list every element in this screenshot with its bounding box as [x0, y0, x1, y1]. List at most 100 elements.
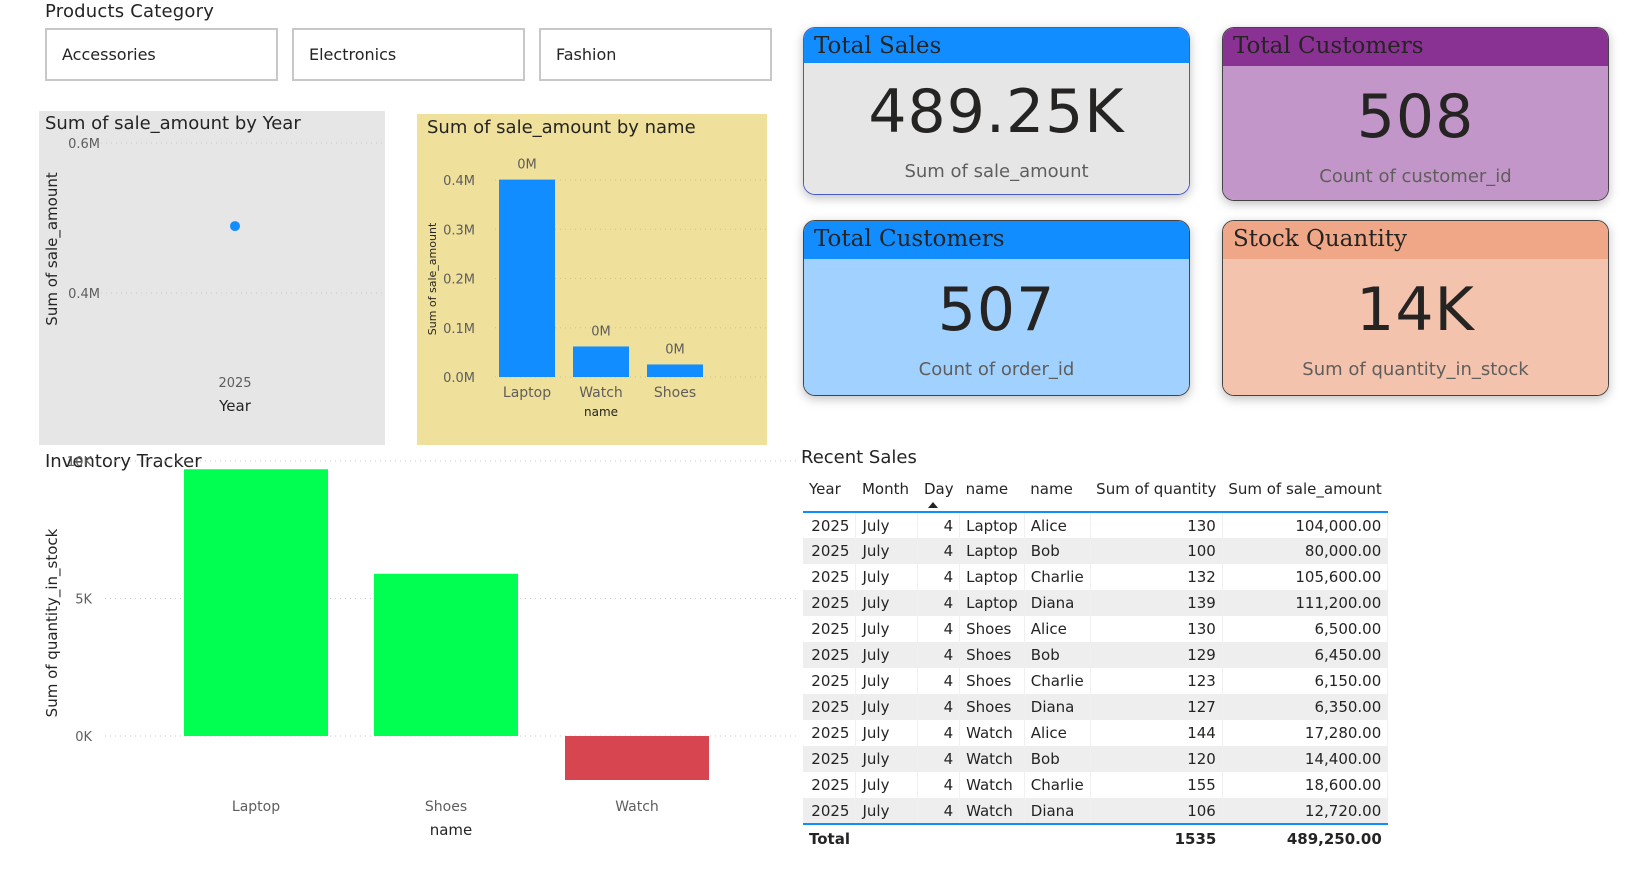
column-header-customer-name[interactable]: name: [1024, 474, 1091, 513]
cell-customer: Diana: [1024, 694, 1091, 720]
cell-month: July: [855, 720, 919, 746]
cell-quantity: 129: [1090, 642, 1223, 668]
kpi-card-title: Total Customers: [804, 221, 1189, 259]
kpi-card-value: 508: [1356, 82, 1475, 152]
table-row[interactable]: 2025 July 4 Watch Alice 144 17,280.00: [803, 720, 1389, 746]
column-header-sum-quantity[interactable]: Sum of quantity: [1090, 474, 1223, 513]
kpi-card-total-customers[interactable]: Total Customers 508 Count of customer_id: [1222, 27, 1609, 201]
column-header-year[interactable]: Year: [803, 474, 856, 513]
cell-day: 4: [917, 616, 961, 642]
total-label: Total: [803, 823, 856, 852]
slicer-option-electronics[interactable]: Electronics: [292, 28, 525, 81]
cell-customer: Charlie: [1024, 772, 1091, 798]
slicer-option-fashion[interactable]: Fashion: [539, 28, 772, 81]
cell-quantity: 144: [1090, 720, 1223, 746]
table-row[interactable]: 2025 July 4 Watch Diana 106 12,720.00: [803, 798, 1389, 824]
cell-product: Laptop: [959, 590, 1025, 616]
cell-day: 4: [917, 746, 961, 772]
x-tick-label: Watch: [579, 385, 623, 401]
kpi-card-title: Total Sales: [804, 28, 1189, 63]
total-empty-cell: [855, 823, 918, 852]
bar-watch: [573, 346, 629, 377]
cell-day: 4: [917, 512, 961, 538]
cell-month: July: [855, 590, 919, 616]
cell-product: Watch: [959, 772, 1025, 798]
table-row[interactable]: 2025 July 4 Laptop Charlie 132 105,600.00: [803, 564, 1389, 590]
x-tick-label: Laptop: [232, 799, 280, 815]
cell-sale-amount: 6,150.00: [1222, 668, 1389, 694]
cell-product: Shoes: [959, 616, 1025, 642]
cell-day: 4: [917, 564, 961, 590]
kpi-card-value: 489.25K: [868, 77, 1125, 147]
table-header-row: Year Month Day name name Sum of quantity…: [803, 474, 1388, 513]
table-row[interactable]: 2025 July 4 Shoes Bob 129 6,450.00: [803, 642, 1389, 668]
sale-amount-by-name-chart[interactable]: Sum of sale_amount by name 0.0M 0.1M 0.2M 0…: [417, 114, 767, 446]
bar-shoes: [647, 364, 703, 377]
cell-product: Shoes: [959, 694, 1025, 720]
recent-sales-table: Year Month Day name name Sum of quantity…: [803, 474, 1389, 852]
kpi-card-label: Count of order_id: [918, 359, 1075, 380]
x-axis-title: Year: [218, 397, 252, 415]
y-axis-title: Sum of sale_amount: [43, 172, 62, 326]
cell-day: 4: [917, 798, 961, 824]
y-axis-title: Sum of sale_amount: [426, 222, 439, 335]
cell-day: 4: [917, 772, 961, 798]
cell-year: 2025: [803, 616, 857, 642]
table-row[interactable]: 2025 July 4 Shoes Alice 130 6,500.00: [803, 616, 1389, 642]
name-chart-plot: 0.0M 0.1M 0.2M 0.3M 0.4M 0M Laptop 0M Watch 0M Sho…: [426, 158, 767, 419]
table-row[interactable]: 2025 July 4 Watch Bob 120 14,400.00: [803, 746, 1389, 772]
inventory-tracker-chart[interactable]: Inventory Tracker 0K 5K 10K Laptop Shoes Watc…: [39, 445, 799, 885]
cell-month: July: [855, 772, 919, 798]
slicer-option-accessories[interactable]: Accessories: [45, 28, 278, 81]
table-row[interactable]: 2025 July 4 Laptop Diana 139 111,200.00: [803, 590, 1389, 616]
table-row[interactable]: 2025 July 4 Laptop Bob 100 80,000.00: [803, 538, 1389, 564]
sale-amount-by-year-chart[interactable]: Sum of sale_amount by Year 0.6M 0.4M 2025 Y…: [39, 111, 385, 445]
cell-sale-amount: 105,600.00: [1222, 564, 1389, 590]
y-tick-label: 5K: [75, 593, 92, 608]
y-tick-label: 10K: [67, 455, 93, 470]
table-row[interactable]: 2025 July 4 Laptop Alice 130 104,000.00: [803, 512, 1389, 538]
column-header-month[interactable]: Month: [855, 474, 918, 513]
y-tick-label: 0.0M: [443, 371, 475, 386]
kpi-card-stock-quantity[interactable]: Stock Quantity 14K Sum of quantity_in_st…: [1222, 220, 1609, 396]
cell-quantity: 155: [1090, 772, 1223, 798]
column-header-day[interactable]: Day: [917, 474, 960, 513]
kpi-card-order-count[interactable]: Total Customers 507 Count of order_id: [803, 220, 1190, 396]
bar-laptop: [184, 469, 328, 736]
x-tick-label: Laptop: [503, 385, 551, 401]
column-header-day-label: Day: [923, 480, 954, 498]
y-axis-title: Sum of quantity_in_stock: [43, 528, 62, 717]
year-chart-plot: 0.6M 0.4M 2025 Year Sum of sale_amount: [43, 137, 385, 415]
total-quantity: 1535: [1090, 823, 1223, 852]
cell-day: 4: [917, 642, 961, 668]
cell-year: 2025: [803, 512, 857, 538]
y-tick-label: 0.4M: [68, 287, 100, 302]
table-row[interactable]: 2025 July 4 Shoes Diana 127 6,350.00: [803, 694, 1389, 720]
cell-sale-amount: 14,400.00: [1222, 746, 1389, 772]
y-tick-label: 0.6M: [68, 137, 100, 152]
cell-product: Watch: [959, 746, 1025, 772]
cell-product: Laptop: [959, 512, 1025, 538]
table-row[interactable]: 2025 July 4 Watch Charlie 155 18,600.00: [803, 772, 1389, 798]
column-header-product-name[interactable]: name: [959, 474, 1025, 513]
total-empty-cell: [959, 823, 1025, 852]
y-tick-label: 0.4M: [443, 174, 475, 189]
kpi-card-body: 489.25K Sum of sale_amount: [804, 63, 1189, 194]
kpi-card-label: Count of customer_id: [1319, 166, 1512, 187]
column-header-sum-sale-amount[interactable]: Sum of sale_amount: [1222, 474, 1388, 513]
chart-title: Sum of sale_amount by name: [427, 117, 696, 138]
cell-sale-amount: 18,600.00: [1222, 772, 1389, 798]
kpi-card-total-sales[interactable]: Total Sales 489.25K Sum of sale_amount: [803, 27, 1190, 195]
cell-customer: Alice: [1024, 616, 1091, 642]
cell-quantity: 106: [1090, 798, 1223, 824]
cell-product: Shoes: [959, 642, 1025, 668]
cell-quantity: 120: [1090, 746, 1223, 772]
x-tick-label: 2025: [218, 376, 251, 391]
table-row[interactable]: 2025 July 4 Shoes Charlie 123 6,150.00: [803, 668, 1389, 694]
total-sale-amount: 489,250.00: [1222, 823, 1388, 852]
slicer-title: Products Category: [45, 1, 215, 22]
data-label: 0M: [665, 342, 685, 357]
cell-quantity: 130: [1090, 616, 1223, 642]
bar-laptop: [499, 179, 555, 377]
cell-product: Laptop: [959, 538, 1025, 564]
